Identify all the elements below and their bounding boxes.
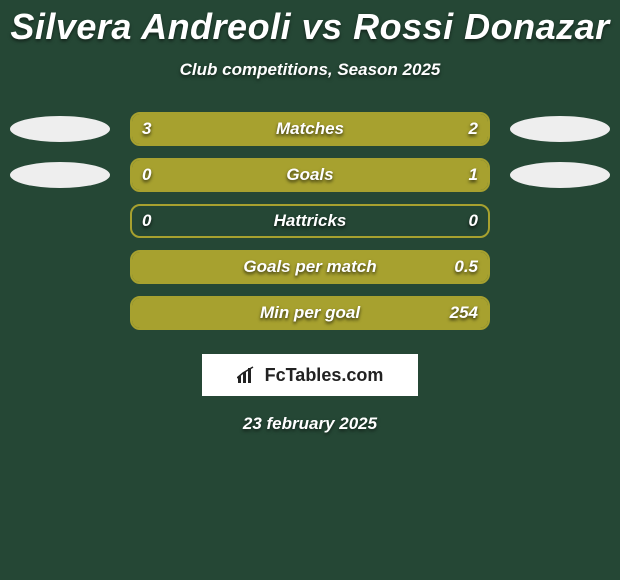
- stat-row: Goals per match0.5: [0, 244, 620, 290]
- right-value: 2: [418, 119, 488, 139]
- player-left-oval: [10, 116, 110, 142]
- left-value: 0: [132, 165, 202, 185]
- right-value: 0.5: [418, 257, 488, 277]
- comparison-card: Silvera Andreoli vs Rossi Donazar Club c…: [0, 0, 620, 580]
- stat-row: 0Goals1: [0, 152, 620, 198]
- stat-row: 0Hattricks0: [0, 198, 620, 244]
- player-right-oval: [510, 162, 610, 188]
- stat-bar: Min per goal254: [130, 296, 490, 330]
- stat-bar: 3Matches2: [130, 112, 490, 146]
- stat-row: Min per goal254: [0, 290, 620, 336]
- stat-rows: 3Matches20Goals10Hattricks0Goals per mat…: [0, 106, 620, 336]
- stat-bar: Goals per match0.5: [130, 250, 490, 284]
- player-right-oval: [510, 116, 610, 142]
- right-value: 1: [418, 165, 488, 185]
- left-player-slot: [0, 116, 130, 142]
- logo-text: FcTables.com: [265, 365, 384, 386]
- bar-text-overlay: 3Matches2: [132, 114, 488, 144]
- subtitle: Club competitions, Season 2025: [0, 60, 620, 80]
- stat-bar: 0Hattricks0: [130, 204, 490, 238]
- stat-row: 3Matches2: [0, 106, 620, 152]
- date-text: 23 february 2025: [0, 414, 620, 434]
- stat-label: Goals per match: [202, 257, 418, 277]
- left-player-slot: [0, 162, 130, 188]
- stat-bar: 0Goals1: [130, 158, 490, 192]
- right-value: 254: [418, 303, 488, 323]
- bar-chart-icon: [237, 366, 259, 384]
- right-player-slot: [490, 162, 620, 188]
- left-value: 0: [132, 211, 202, 231]
- page-title: Silvera Andreoli vs Rossi Donazar: [0, 0, 620, 48]
- bar-text-overlay: Goals per match0.5: [132, 252, 488, 282]
- bar-text-overlay: Min per goal254: [132, 298, 488, 328]
- right-player-slot: [490, 116, 620, 142]
- bar-text-overlay: 0Goals1: [132, 160, 488, 190]
- stat-label: Goals: [202, 165, 418, 185]
- stat-label: Matches: [202, 119, 418, 139]
- bar-text-overlay: 0Hattricks0: [132, 206, 488, 236]
- left-value: 3: [132, 119, 202, 139]
- stat-label: Hattricks: [202, 211, 418, 231]
- brand-logo: FcTables.com: [202, 354, 418, 396]
- stat-label: Min per goal: [202, 303, 418, 323]
- player-left-oval: [10, 162, 110, 188]
- right-value: 0: [418, 211, 488, 231]
